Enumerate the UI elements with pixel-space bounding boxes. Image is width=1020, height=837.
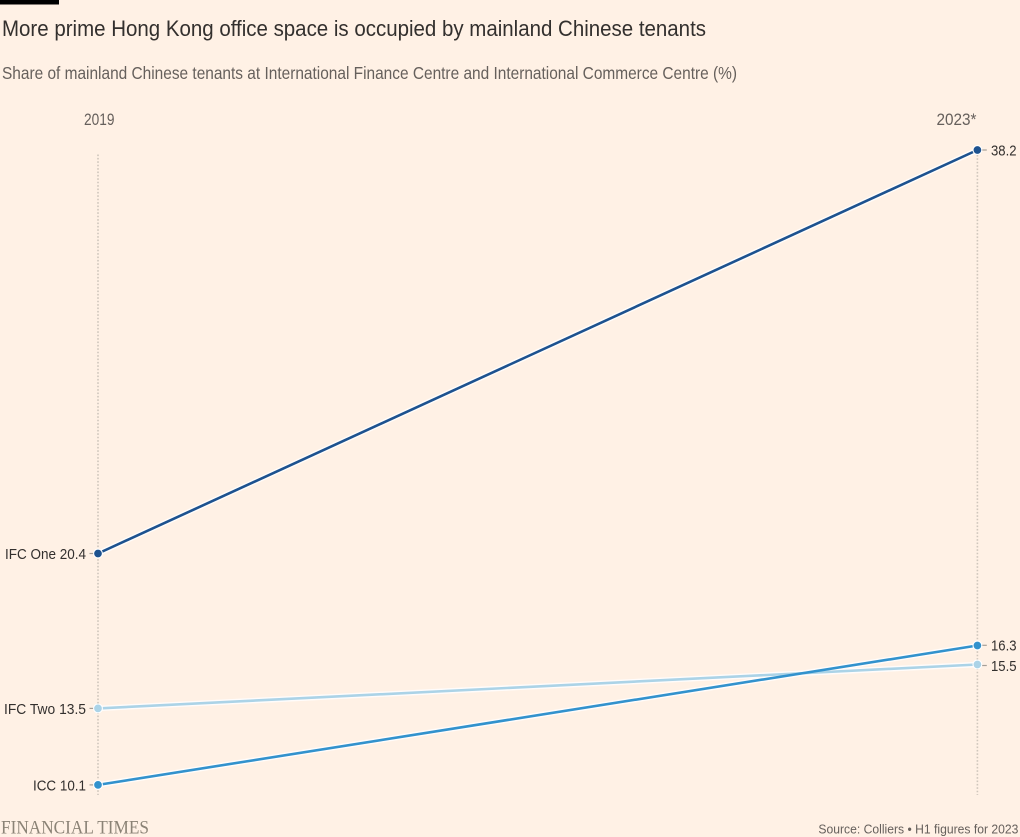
svg-text:Share of mainland Chinese tena: Share of mainland Chinese tenants at Int… [2,63,737,83]
svg-text:16.3: 16.3 [991,638,1017,655]
svg-text:38.2: 38.2 [991,142,1017,159]
svg-text:More prime Hong Kong office sp: More prime Hong Kong office space is occ… [2,16,706,41]
svg-text:ICC 10.1: ICC 10.1 [33,777,86,794]
svg-text:15.5: 15.5 [991,658,1017,675]
svg-text:2019: 2019 [84,111,115,129]
svg-text:IFC One 20.4: IFC One 20.4 [5,546,86,563]
svg-text:FINANCIAL TIMES: FINANCIAL TIMES [1,819,149,837]
svg-text:2023*: 2023* [937,111,978,129]
svg-text:Source: Colliers • H1 figures: Source: Colliers • H1 figures for 2023 [818,823,1018,837]
svg-text:IFC Two 13.5: IFC Two 13.5 [4,701,86,718]
